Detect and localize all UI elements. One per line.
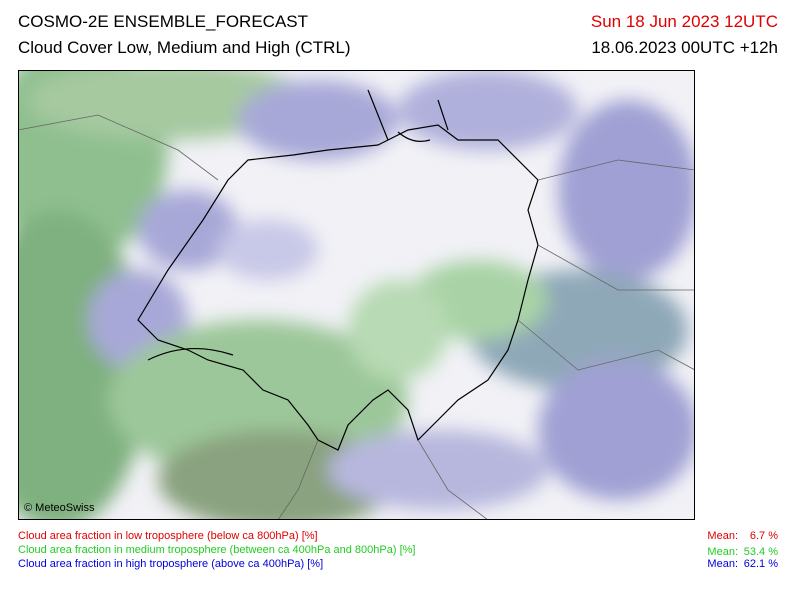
credit: © MeteoSwiss bbox=[24, 502, 95, 514]
mean-value: 62.1 % bbox=[743, 558, 778, 570]
map: © MeteoSwiss bbox=[18, 70, 695, 520]
mean-label: Mean: bbox=[707, 530, 738, 542]
valid-time: Sun 18 Jun 2023 12UTC bbox=[590, 12, 778, 31]
mean-label: Mean: bbox=[707, 546, 738, 558]
mean-label: Mean: bbox=[707, 558, 738, 570]
mean-value: 53.4 % bbox=[743, 546, 778, 558]
legend-low: Cloud area fraction in low troposphere (… bbox=[18, 530, 318, 542]
title: COSMO-2E ENSEMBLE_FORECAST bbox=[18, 12, 309, 31]
subtitle: Cloud Cover Low, Medium and High (CTRL) bbox=[18, 38, 351, 57]
mean-value: 6.7 % bbox=[749, 530, 778, 542]
cloud-field bbox=[18, 70, 695, 520]
legend-high: Cloud area fraction in high troposphere … bbox=[18, 558, 324, 570]
map-frame bbox=[18, 70, 695, 520]
legend-medium: Cloud area fraction in medium tropospher… bbox=[18, 544, 416, 556]
run-time: 18.06.2023 00UTC +12h bbox=[591, 38, 778, 57]
